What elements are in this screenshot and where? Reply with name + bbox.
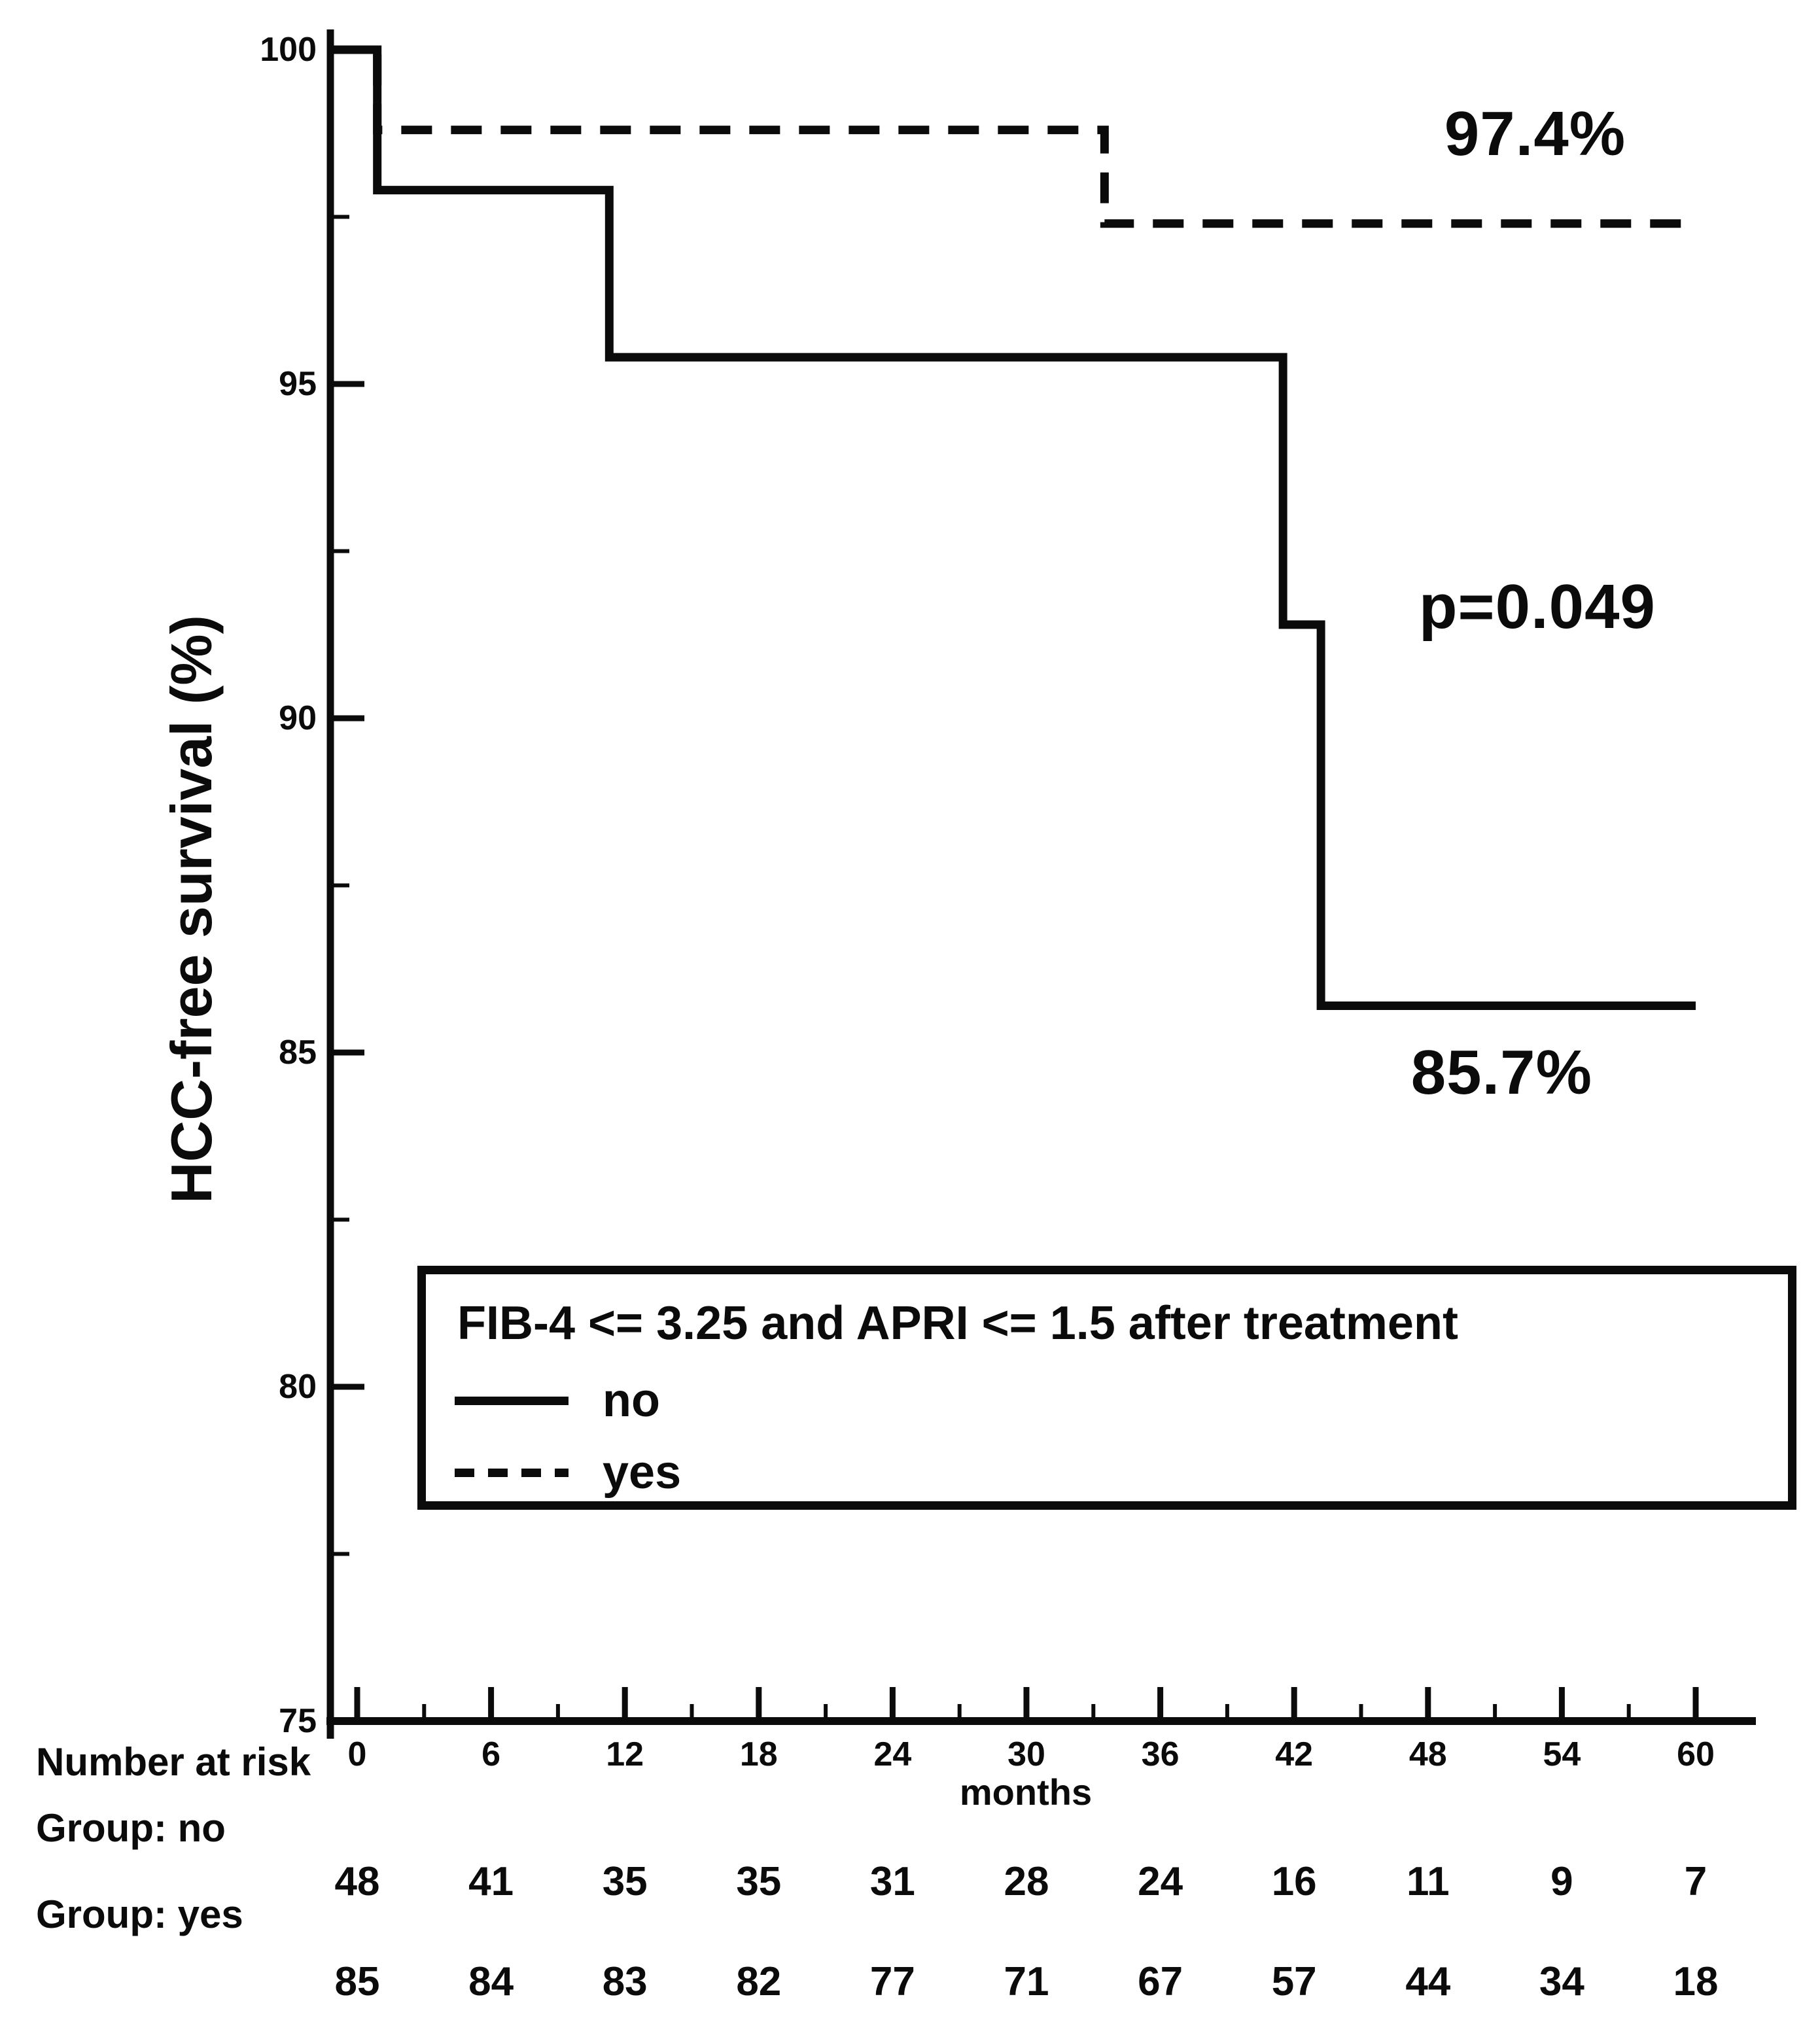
- y-tick-label: 85: [279, 1034, 317, 1071]
- at-risk-count-no: 35: [736, 1859, 782, 1904]
- at-risk-count-no: 41: [468, 1859, 514, 1904]
- x-tick-label: 12: [606, 1735, 644, 1773]
- at-risk-count-no: 7: [1684, 1859, 1707, 1904]
- y-axis-title: HCC-free survival (%): [159, 615, 224, 1204]
- at-risk-count-yes: 57: [1271, 1959, 1317, 2004]
- at-risk-count-yes: 83: [602, 1959, 648, 2004]
- at-risk-count-no: 24: [1138, 1859, 1183, 1904]
- legend-item-yes-label: yes: [603, 1446, 682, 1499]
- x-tick-label: 6: [481, 1735, 501, 1773]
- survival-curve-no: [332, 45, 1696, 1010]
- dashed-line-swatch: [455, 1468, 569, 1477]
- at-risk-count-yes: 82: [736, 1959, 782, 2004]
- x-tick-label: 18: [739, 1735, 778, 1773]
- group-no-label: Group: no: [36, 1806, 226, 1850]
- x-tick-label: 0: [347, 1735, 367, 1773]
- at-risk-count-no: 16: [1271, 1859, 1317, 1904]
- at-risk-count-yes: 84: [468, 1959, 514, 2004]
- at-risk-count-no: 31: [869, 1859, 915, 1904]
- at-risk-count-yes: 77: [869, 1959, 915, 2004]
- at-risk-count-no: 9: [1550, 1859, 1573, 1904]
- legend-title: FIB-4 <= 3.25 and APRI <= 1.5 after trea…: [457, 1297, 1458, 1350]
- legend-item-no: no: [455, 1374, 660, 1427]
- y-tick-label: 80: [279, 1368, 317, 1406]
- at-risk-count-yes: 85: [334, 1959, 380, 2004]
- x-tick-label: 60: [1677, 1735, 1715, 1773]
- y-tick-label: 90: [279, 699, 317, 737]
- at-risk-count-yes: 44: [1405, 1959, 1451, 2004]
- y-tick-label: 95: [279, 365, 317, 403]
- legend-item-no-label: no: [603, 1374, 660, 1427]
- at-risk-count-no: 48: [334, 1859, 380, 1904]
- legend-item-yes: yes: [455, 1446, 681, 1499]
- at-risk-count-yes: 18: [1673, 1959, 1719, 2004]
- at-risk-count-yes: 34: [1539, 1959, 1584, 2004]
- group-yes-label: Group: yes: [36, 1892, 243, 1936]
- at-risk-count-no: 11: [1407, 1859, 1450, 1904]
- solid-line-swatch: [455, 1396, 569, 1405]
- annotation-yes-survival: 97.4%: [1444, 98, 1626, 169]
- at-risk-count-no: 35: [602, 1859, 648, 1904]
- annotation-p-value: p=0.049: [1418, 572, 1656, 642]
- at-risk-count-yes: 67: [1138, 1959, 1183, 2004]
- y-tick-label: 75: [279, 1702, 317, 1740]
- legend-box: FIB-4 <= 3.25 and APRI <= 1.5 after trea…: [417, 1266, 1796, 1510]
- number-at-risk-header: Number at risk: [36, 1740, 311, 1784]
- y-tick-label: 100: [260, 31, 317, 69]
- x-tick-label: 30: [1007, 1735, 1045, 1773]
- x-tick-label: 48: [1409, 1735, 1447, 1773]
- x-axis-title: months: [959, 1771, 1093, 1813]
- annotation-no-survival: 85.7%: [1410, 1037, 1592, 1107]
- x-tick-label: 54: [1543, 1735, 1581, 1773]
- x-tick-label: 36: [1141, 1735, 1180, 1773]
- at-risk-count-yes: 71: [1004, 1959, 1049, 2004]
- at-risk-count-no: 28: [1004, 1859, 1049, 1904]
- x-tick-label: 42: [1275, 1735, 1314, 1773]
- x-tick-label: 24: [873, 1735, 912, 1773]
